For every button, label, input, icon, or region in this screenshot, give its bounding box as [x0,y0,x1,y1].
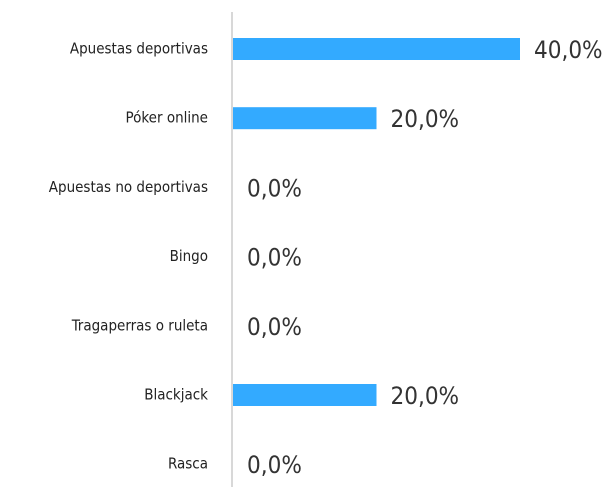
category-label: Tragaperras o ruleta [71,316,208,334]
value-label: 20,0% [391,382,460,410]
value-label: 0,0% [247,313,302,341]
category-label: Póker online [126,109,208,127]
category-label: Bingo [170,247,208,265]
category-label: Apuestas no deportivas [49,178,208,196]
value-label: 20,0% [391,105,460,133]
bar [233,107,377,130]
bar [233,38,520,60]
value-label: 0,0% [247,174,302,202]
value-label: 40,0% [534,36,603,64]
category-label: Blackjack [144,386,208,404]
category-label: Rasca [168,455,208,473]
value-label: 0,0% [247,451,302,479]
bar [233,384,377,406]
value-label: 0,0% [247,244,302,272]
category-label: Apuestas deportivas [70,40,208,58]
